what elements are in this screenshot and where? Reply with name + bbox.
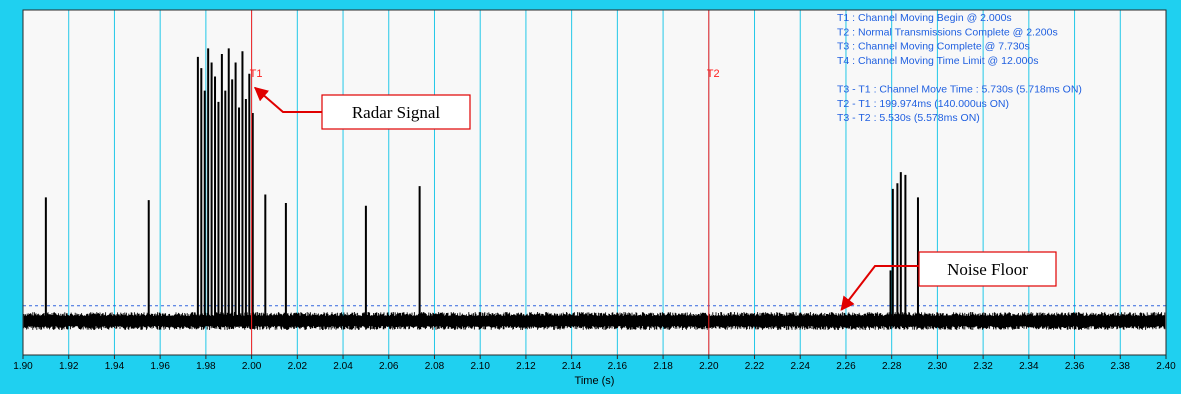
x-tick-label: 2.36 xyxy=(1065,361,1085,372)
plot-area xyxy=(23,10,1166,355)
x-tick-label: 2.08 xyxy=(425,361,445,372)
x-tick-label: 2.40 xyxy=(1156,361,1176,372)
cursor-lines: T1 T2 xyxy=(250,10,720,355)
x-tick-label: 1.92 xyxy=(59,361,79,372)
x-tick-label: 2.30 xyxy=(928,361,948,372)
x-tick-label: 2.10 xyxy=(470,361,490,372)
x-tick-label: 2.02 xyxy=(288,361,308,372)
x-tick-label: 2.32 xyxy=(973,361,993,372)
info-line: T3 : Channel Moving Complete @ 7.730s xyxy=(837,41,1030,53)
callout-label: Radar Signal xyxy=(352,103,441,122)
x-tick-label: 2.26 xyxy=(836,361,856,372)
x-tick-label: 2.22 xyxy=(745,361,765,372)
x-tick-label: 2.16 xyxy=(608,361,628,372)
x-tick-label: 2.28 xyxy=(882,361,902,372)
x-tick-labels: 1.90 1.92 1.94 1.96 1.98 2.00 2.02 2.04 2.06 2.08… xyxy=(13,355,1176,372)
cursor-label-t2: T2 xyxy=(707,68,720,80)
x-tick-label: 1.98 xyxy=(196,361,216,372)
info-line: T2 : Normal Transmissions Complete @ 2.2… xyxy=(837,26,1058,38)
x-axis-label: Time (s) xyxy=(575,375,615,387)
info-line: T1 : Channel Moving Begin @ 2.000s xyxy=(837,12,1012,24)
x-tick-label: 1.96 xyxy=(150,361,170,372)
callout-radar-signal: Radar Signal xyxy=(253,86,471,130)
info-line: T4 : Channel Moving Time Limit @ 12.000s xyxy=(837,55,1039,67)
x-tick-label: 2.18 xyxy=(653,361,673,372)
info-line: T3 - T2 : 5.530s (5.578ms ON) xyxy=(837,112,980,124)
cursor-label-t1: T1 xyxy=(250,68,263,80)
plot-border xyxy=(22,9,1167,356)
x-tick-label: 2.04 xyxy=(333,361,353,372)
x-tick-label: 2.00 xyxy=(242,361,262,372)
info-line: T2 - T1 : 199.974ms (140.000us ON) xyxy=(837,98,1009,110)
x-tick-label: 2.14 xyxy=(562,361,582,372)
callouts: Radar Signal Noise Floor xyxy=(253,86,1057,311)
info-line: T3 - T1 : Channel Move Time : 5.730s (5.… xyxy=(837,84,1082,96)
noise-band xyxy=(23,312,1166,330)
x-tick-label: 2.38 xyxy=(1111,361,1131,372)
x-tick-label: 2.34 xyxy=(1019,361,1039,372)
x-tick-label: 2.20 xyxy=(699,361,719,372)
x-tick-label: 2.06 xyxy=(379,361,399,372)
callout-box xyxy=(321,94,471,130)
noise-floor-trace xyxy=(23,312,1166,330)
x-tick-label: 1.94 xyxy=(105,361,125,372)
callout-box xyxy=(918,251,1057,287)
x-tick-label: 1.90 xyxy=(13,361,33,372)
x-tick-label: 2.12 xyxy=(516,361,536,372)
callout-arrow xyxy=(840,265,919,311)
callout-noise-floor: Noise Floor xyxy=(840,251,1057,311)
x-tick-label: 2.24 xyxy=(791,361,811,372)
info-annotations: T1 : Channel Moving Begin @ 2.000s T2 : N… xyxy=(837,12,1082,124)
pulse-series xyxy=(44,48,919,321)
callout-arrow xyxy=(253,86,322,113)
callout-label: Noise Floor xyxy=(947,260,1028,279)
